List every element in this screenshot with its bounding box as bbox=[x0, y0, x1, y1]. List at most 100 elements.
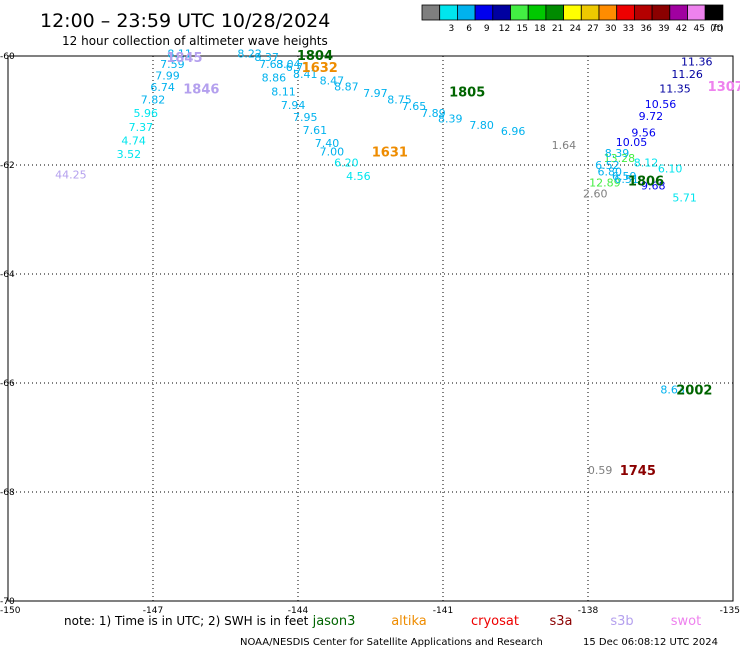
pass-time-label: 1846 bbox=[183, 83, 219, 98]
scale-unit: (ft) bbox=[710, 24, 724, 34]
footer-note: note: 1) Time is in UTC; 2) SWH is in fe… bbox=[64, 614, 309, 628]
wave-height-point: 8.04 bbox=[276, 58, 301, 71]
wave-height-point: 8.11 bbox=[271, 85, 296, 98]
data-marks: 44.253.524.747.375.967.826.747.997.598.1… bbox=[55, 47, 740, 479]
wave-height-point: 6.96 bbox=[501, 125, 526, 138]
wave-height-point: 9.72 bbox=[639, 110, 664, 123]
satellite-jason3: jason3 bbox=[312, 614, 356, 629]
scale-label: 24 bbox=[570, 24, 582, 34]
scale-swatch bbox=[527, 4, 547, 21]
wave-height-point: 6.10 bbox=[658, 162, 683, 175]
wave-height-point: 4.74 bbox=[121, 134, 146, 147]
axis-ticks: -150 -147 -144 -141 -138 -135 -60 -62 -64 -66 -68 -… bbox=[0, 52, 740, 616]
y-tick-label: -64 bbox=[0, 270, 15, 280]
x-tick-label: -144 bbox=[288, 606, 309, 616]
wave-height-point: 5.71 bbox=[672, 192, 697, 205]
scale-swatch bbox=[580, 4, 600, 21]
x-tick-label: -150 bbox=[0, 606, 21, 616]
wave-height-point: 9.56 bbox=[631, 126, 656, 139]
wave-height-point: 7.97 bbox=[363, 87, 388, 100]
scale-swatch bbox=[634, 4, 653, 21]
pass-time-label: 1845 bbox=[166, 51, 202, 66]
x-tick-label: -135 bbox=[720, 606, 740, 616]
plot-frame bbox=[7, 55, 734, 602]
satellite-legend: jason3 altika cryosat s3a s3b swot bbox=[312, 614, 702, 629]
wave-height-point: 8.41 bbox=[293, 68, 318, 81]
scale-label: 21 bbox=[552, 24, 563, 34]
wave-height-point: 7.99 bbox=[155, 70, 180, 83]
pass-time-label: 1631 bbox=[372, 145, 408, 160]
wave-height-point: 8.39 bbox=[605, 147, 630, 160]
scale-label: 42 bbox=[676, 24, 687, 34]
satellite-swot: swot bbox=[671, 614, 701, 629]
scale-swatch bbox=[669, 4, 688, 21]
pass-time-label: 1632 bbox=[302, 61, 338, 76]
wave-height-point: 6.51 bbox=[614, 173, 639, 186]
y-tick-label: -62 bbox=[0, 161, 15, 171]
wave-height-point: 11.35 bbox=[659, 83, 691, 96]
scale-label: 30 bbox=[605, 24, 617, 34]
scale-swatch bbox=[492, 4, 511, 21]
wave-height-point: 2.60 bbox=[583, 187, 608, 200]
wave-height-point: 6.20 bbox=[334, 156, 359, 169]
wave-height-point: 10.05 bbox=[616, 136, 648, 149]
wave-height-point: 8.37 bbox=[254, 51, 279, 64]
scale-label: 39 bbox=[658, 24, 670, 34]
satellite-altika: altika bbox=[391, 614, 427, 629]
pass-time-label: 1307 bbox=[708, 80, 740, 95]
scale-swatch bbox=[687, 4, 706, 21]
wave-height-point: 0.59 bbox=[588, 464, 613, 477]
wave-height-point: 8.86 bbox=[262, 71, 287, 84]
wave-height-point: 6.80 bbox=[598, 166, 623, 179]
wave-height-point: 11.26 bbox=[671, 68, 703, 81]
wave-height-point: 7.59 bbox=[160, 58, 185, 71]
scale-swatch bbox=[616, 4, 635, 21]
wave-height-point: 8.22 bbox=[237, 47, 262, 60]
scale-swatch bbox=[545, 4, 565, 21]
pass-time-label: 1745 bbox=[620, 464, 656, 479]
wave-height-point: 5.96 bbox=[134, 107, 159, 120]
footer-credit: NOAA/NESDIS Center for Satellite Applica… bbox=[240, 637, 543, 648]
wave-height-point: 7.65 bbox=[402, 100, 427, 113]
wave-height-point: 6.74 bbox=[150, 81, 175, 94]
scale-label: 33 bbox=[623, 24, 634, 34]
scale-swatch bbox=[704, 4, 724, 21]
wave-height-point: 7.61 bbox=[303, 124, 328, 137]
pass-time-label: 2002 bbox=[676, 384, 712, 399]
scale-label: 18 bbox=[534, 24, 546, 34]
pass-time-label: 1805 bbox=[449, 85, 485, 100]
wave-height-point: 11.36 bbox=[681, 55, 713, 68]
y-tick-label: -60 bbox=[0, 52, 15, 62]
satellite-s3b: s3b bbox=[610, 614, 633, 629]
scale-label: 12 bbox=[499, 24, 510, 34]
wave-height-point: 7.94 bbox=[281, 99, 306, 112]
scale-label: 27 bbox=[587, 24, 598, 34]
wave-height-point: 44.25 bbox=[55, 168, 87, 181]
wave-height-point: 1.64 bbox=[552, 139, 577, 152]
scale-label: 3 bbox=[449, 24, 455, 34]
scale-swatch bbox=[456, 4, 476, 21]
wave-height-point: 8.63 bbox=[660, 384, 685, 397]
wave-height-point: 9.68 bbox=[641, 180, 666, 193]
scale-label: 15 bbox=[516, 24, 527, 34]
grid-lines bbox=[8, 56, 733, 601]
wave-height-point: 6.59 bbox=[612, 170, 637, 183]
wave-height-point: 8.87 bbox=[334, 81, 359, 94]
chart-subtitle: 12 hour collection of altimeter wave hei… bbox=[62, 34, 328, 48]
footer-timestamp: 15 Dec 06:08:12 UTC 2024 bbox=[583, 637, 718, 648]
wave-height-point: 10.56 bbox=[645, 98, 677, 111]
x-tick-label: -138 bbox=[578, 606, 599, 616]
wave-height-point: 7.95 bbox=[293, 111, 318, 124]
wave-height-point: 7.82 bbox=[141, 94, 166, 107]
scale-swatch bbox=[421, 4, 441, 21]
wave-height-point: 7.89 bbox=[421, 107, 446, 120]
wave-height-point: 7.80 bbox=[469, 119, 494, 132]
wave-height-point: 7.37 bbox=[129, 121, 154, 134]
wave-height-point: 7.63 bbox=[259, 58, 284, 71]
color-scale-legend: 3 6 9 12 15 18 21 24 27 30 33 36 39 42 45 70(ft) bbox=[421, 4, 724, 34]
wave-height-point: 6.52 bbox=[595, 159, 620, 172]
wave-height-point: 13.28 bbox=[604, 152, 636, 165]
scale-label: 45 bbox=[693, 24, 704, 34]
pass-time-label: 1806 bbox=[628, 174, 664, 189]
